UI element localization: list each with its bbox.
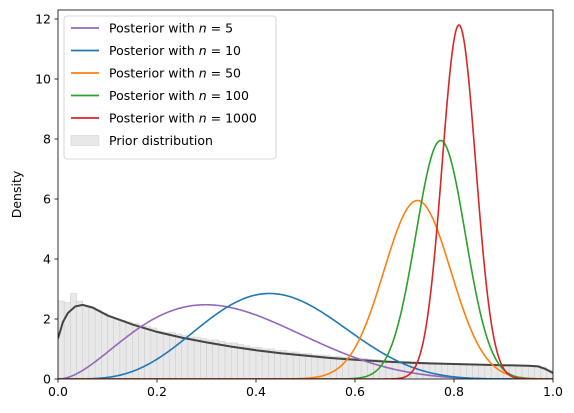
prior-histogram-bar <box>231 342 238 379</box>
prior-histogram-bar <box>243 345 251 379</box>
prior-histogram-bar <box>255 347 263 379</box>
prior-histogram-bar <box>150 327 158 379</box>
x-tick-label: 0.2 <box>147 384 167 399</box>
prior-histogram-bar <box>292 351 300 379</box>
prior-histogram-bar <box>187 336 195 379</box>
y-tick-label: 8 <box>43 132 51 147</box>
legend-label: Posterior with n = 100 <box>109 88 249 103</box>
prior-histogram-bar <box>521 365 529 379</box>
prior-histogram-bar <box>299 353 306 379</box>
y-tick-label: 12 <box>35 12 51 27</box>
legend-label: Posterior with n = 1000 <box>109 111 257 126</box>
prior-histogram-bar <box>286 351 294 379</box>
legend-label: Posterior with n = 5 <box>109 21 233 36</box>
axes-frame <box>57 9 554 380</box>
prior-histogram-bar <box>330 356 337 379</box>
prior-histogram-bar <box>274 350 281 379</box>
prior-histogram-bar <box>466 363 473 379</box>
prior-histogram-bar <box>193 336 201 379</box>
prior-histogram-bar <box>224 342 232 379</box>
plot-area <box>58 24 553 379</box>
legend-label: Prior distribution <box>109 133 213 148</box>
prior-histogram-bar <box>101 312 108 379</box>
prior-kde-line <box>58 303 553 374</box>
prior-histogram-bar <box>200 338 207 379</box>
prior-histogram-bar <box>175 333 182 379</box>
prior-histogram-bar <box>218 341 226 379</box>
x-tick-label: 0.8 <box>444 384 464 399</box>
prior-histogram-bar <box>261 348 269 379</box>
prior-histogram-bar <box>58 300 65 379</box>
legend-label: Posterior with n = 10 <box>109 43 241 58</box>
prior-histogram-bar <box>144 326 152 379</box>
prior-histogram-bar <box>249 347 257 379</box>
prior-histogram-bar <box>484 364 492 379</box>
y-axis-label: Density <box>9 170 24 218</box>
prior-histogram-bar <box>472 364 479 379</box>
prior-histogram-bar <box>546 369 553 379</box>
prior-histogram-bar <box>119 320 127 379</box>
prior-histogram-bar <box>280 350 288 379</box>
prior-histogram-bar <box>354 357 362 379</box>
legend: Posterior with n = 5 Posterior with n = 1… <box>63 15 277 160</box>
x-tick-label: 0.6 <box>345 384 365 399</box>
posterior-line-2 <box>58 292 553 379</box>
prior-histogram-bar <box>206 339 213 379</box>
legend-box <box>63 15 277 160</box>
x-tick-label: 0.0 <box>48 384 68 399</box>
prior-histogram-bar <box>268 348 275 379</box>
prior-histogram-bar <box>305 353 312 379</box>
prior-histogram-bar <box>385 360 393 379</box>
prior-histogram-bar <box>212 339 220 379</box>
prior-histogram-bar <box>125 321 133 379</box>
y-tick-label: 10 <box>35 72 51 87</box>
y-tick-label: 2 <box>43 312 51 327</box>
prior-histogram-bar <box>169 332 176 379</box>
prior-histogram-bar <box>237 344 244 379</box>
posterior-line-4 <box>58 139 553 379</box>
prior-histogram-bar <box>181 335 189 379</box>
y-tick-label: 0 <box>43 372 51 387</box>
prior-histogram-bar <box>311 354 319 379</box>
posterior-line-5 <box>58 24 553 379</box>
prior-histogram-bar <box>94 309 102 379</box>
prior-histogram-bar <box>162 332 170 379</box>
legend-label: Posterior with n = 50 <box>109 66 241 81</box>
x-tick-label: 1.0 <box>543 384 563 399</box>
prior-histogram-bar <box>88 306 96 379</box>
x-tick-label: 0.4 <box>246 384 266 399</box>
prior-histogram-bar <box>113 318 121 379</box>
legend-swatch-prior <box>70 135 100 146</box>
y-tick-label: 4 <box>43 252 51 267</box>
prior-histogram-bar <box>76 300 83 379</box>
prior-histogram-bar <box>478 364 486 379</box>
axes: 0.0 0.2 0.4 0.6 0.8 1.0 0 2 4 6 8 10 12 Density <box>9 9 563 399</box>
prior-histogram-bar <box>138 324 145 379</box>
prior-histogram-bar <box>348 357 356 379</box>
y-tick-label: 6 <box>43 192 51 207</box>
prior-histogram-bar <box>528 365 535 379</box>
